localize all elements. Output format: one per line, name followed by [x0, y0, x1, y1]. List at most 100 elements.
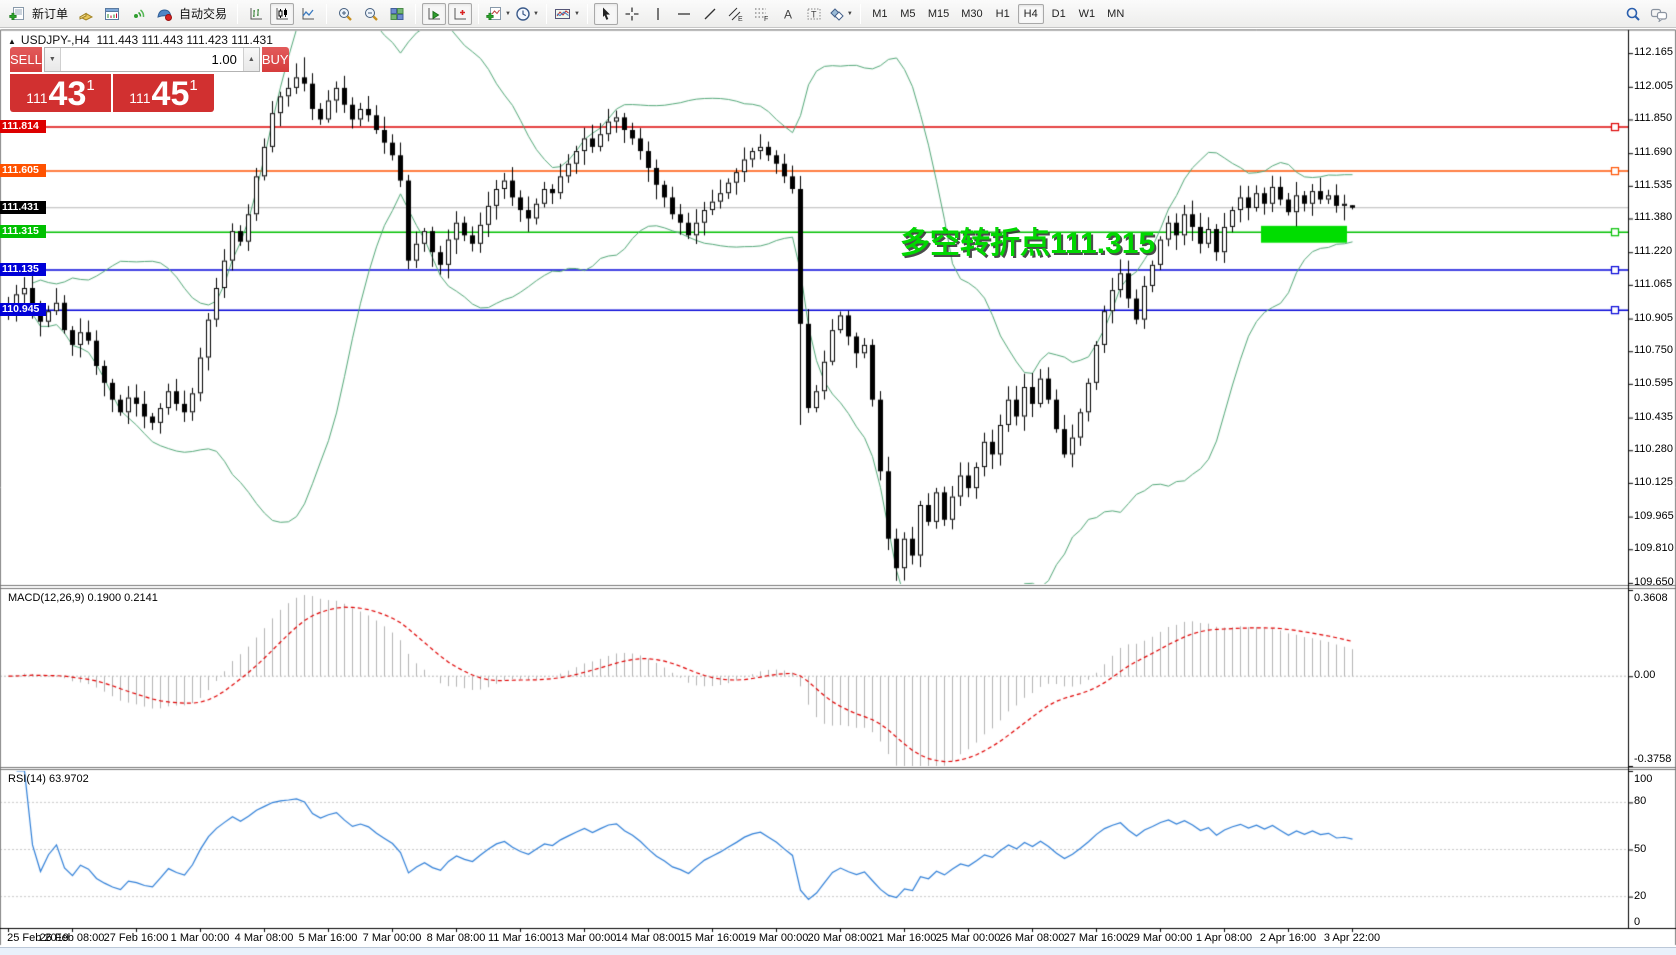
- text-icon: A: [780, 6, 796, 22]
- chart-window: 112.165 112.005 111.850 111.690 111.535 111.3…: [0, 29, 1676, 947]
- search-icon: [1625, 6, 1641, 22]
- vertical-line-button[interactable]: [646, 3, 670, 25]
- add-indicator-icon: [486, 6, 503, 22]
- search-button[interactable]: [1621, 3, 1645, 25]
- zoom-out-button[interactable]: [359, 3, 383, 25]
- new-order-button[interactable]: [5, 3, 29, 25]
- trend-line-icon: [702, 6, 718, 22]
- signals-button[interactable]: [126, 3, 150, 25]
- buy-button[interactable]: BUY: [261, 47, 289, 72]
- channel-icon: E: [727, 6, 744, 22]
- template-icon: [554, 6, 572, 22]
- chart-canvas[interactable]: [0, 29, 1676, 947]
- vertical-line-icon: [650, 6, 666, 22]
- status-bar: [0, 947, 1676, 955]
- gold-bar-icon: [78, 6, 94, 22]
- one-click-trading-panel: SELL ▼ ▲ BUY 111 43 1 111 45 1: [10, 47, 289, 112]
- volume-increase-button[interactable]: ▲: [242, 48, 259, 71]
- toolbar-separator: [545, 3, 547, 24]
- auto-scroll-button[interactable]: [422, 2, 447, 25]
- volume-decrease-button[interactable]: ▼: [44, 48, 61, 71]
- bid-price-button[interactable]: 111 43 1: [10, 74, 111, 112]
- toolbar-separator: [586, 3, 588, 24]
- svg-text:E: E: [738, 16, 743, 22]
- crosshair-icon: [624, 6, 640, 22]
- candlestick-chart-button[interactable]: [270, 2, 295, 25]
- bar-chart-button[interactable]: [244, 3, 268, 25]
- chat-button[interactable]: [1647, 3, 1671, 25]
- autotrading-button[interactable]: [152, 3, 176, 25]
- bar-chart-icon: [248, 6, 264, 22]
- timeframe-button-d1[interactable]: D1: [1051, 7, 1066, 20]
- autotrading-label[interactable]: 自动交易: [179, 7, 228, 21]
- volume-stepper: ▼ ▲: [43, 47, 260, 72]
- template-button[interactable]: ▼: [553, 3, 581, 25]
- zoom-out-icon: [363, 6, 379, 22]
- add-indicator-button[interactable]: ▼: [485, 3, 512, 25]
- timeframe-button-m15[interactable]: M15: [927, 7, 950, 20]
- timeframe-button-m1[interactable]: M1: [872, 7, 888, 20]
- bid-price-prefix: 111: [26, 90, 48, 106]
- text-label-button[interactable]: T: [802, 3, 826, 25]
- svg-text:A: A: [784, 7, 792, 21]
- new-order-label[interactable]: 新订单: [32, 7, 69, 21]
- shapes-icon: [829, 6, 845, 22]
- svg-text:T: T: [811, 9, 817, 19]
- dropdown-caret-icon: ▼: [505, 10, 511, 17]
- toolbar-separator: [237, 3, 239, 24]
- cursor-button[interactable]: [593, 2, 618, 25]
- clock-icon: [515, 6, 531, 22]
- horizontal-line-button[interactable]: [672, 3, 696, 25]
- timeframe-button-h4[interactable]: H4: [1017, 3, 1044, 24]
- ask-price-prefix: 111: [129, 90, 151, 106]
- new-order-icon: [8, 6, 26, 22]
- chart-title: ▲ USDJPY-,H4 111.443 111.443 111.423 111.…: [8, 33, 273, 47]
- chart-window-icon: [104, 6, 120, 22]
- rsi-label: RSI(14) 63.9702: [8, 773, 89, 785]
- signal-icon: [130, 6, 146, 22]
- chart-title-symbol: USDJPY-,H4: [20, 33, 90, 47]
- zoom-in-button[interactable]: [333, 3, 357, 25]
- timeframe-button-m30[interactable]: M30: [961, 7, 983, 20]
- chart-title-ohlc: 111.443 111.443 111.423 111.431: [96, 33, 273, 47]
- bid-price-sup: 1: [86, 77, 95, 94]
- trend-line-button[interactable]: [698, 3, 722, 25]
- text-label-icon: T: [806, 6, 822, 22]
- new-chart-button[interactable]: [100, 3, 124, 25]
- chart-shift-button[interactable]: [448, 2, 473, 25]
- line-chart-button[interactable]: [296, 3, 320, 25]
- dropdown-caret-icon: ▼: [846, 10, 853, 17]
- cursor-icon: [598, 6, 614, 22]
- pivot-annotation[interactable]: 多空转折点111.315: [900, 227, 1156, 260]
- crosshair-button[interactable]: [620, 3, 644, 25]
- volume-input[interactable]: [60, 48, 243, 71]
- equidistant-channel-button[interactable]: E: [724, 3, 748, 25]
- line-chart-icon: [300, 6, 316, 22]
- toolbar-separator: [415, 3, 417, 24]
- toolbar: 新订单 自动交易: [0, 0, 1676, 28]
- timeframe-button-m5[interactable]: M5: [900, 7, 916, 20]
- autotrading-icon: [156, 6, 173, 22]
- history-center-button[interactable]: [74, 3, 98, 25]
- periods-button[interactable]: ▼: [514, 3, 540, 25]
- timeframe-group: M1 M5 M15 M30 H1 H4 D1 W1 MN: [866, 3, 1130, 24]
- macd-label: MACD(12,26,9) 0.1900 0.2141: [8, 592, 158, 604]
- bid-price-big: 43: [48, 75, 87, 113]
- sell-button[interactable]: SELL: [10, 47, 42, 72]
- timeframe-button-h1[interactable]: H1: [995, 7, 1010, 20]
- shapes-button[interactable]: ▼: [828, 3, 854, 25]
- timeframe-button-w1[interactable]: W1: [1078, 7, 1096, 20]
- zoom-in-icon: [337, 6, 353, 22]
- toolbar-separator: [326, 3, 328, 24]
- horizontal-line-icon: [676, 6, 692, 22]
- fibonacci-icon: F: [753, 6, 770, 22]
- text-button[interactable]: A: [776, 3, 800, 25]
- timeframe-button-mn[interactable]: MN: [1107, 7, 1125, 20]
- collapse-arrow-icon[interactable]: ▲: [8, 37, 16, 46]
- ask-price-sup: 1: [189, 77, 198, 94]
- toolbar-separator: [859, 3, 861, 24]
- ask-price-button[interactable]: 111 45 1: [113, 74, 214, 112]
- tile-windows-button[interactable]: [385, 3, 409, 25]
- candlestick-icon: [274, 6, 290, 22]
- fibonacci-button[interactable]: F: [750, 3, 774, 25]
